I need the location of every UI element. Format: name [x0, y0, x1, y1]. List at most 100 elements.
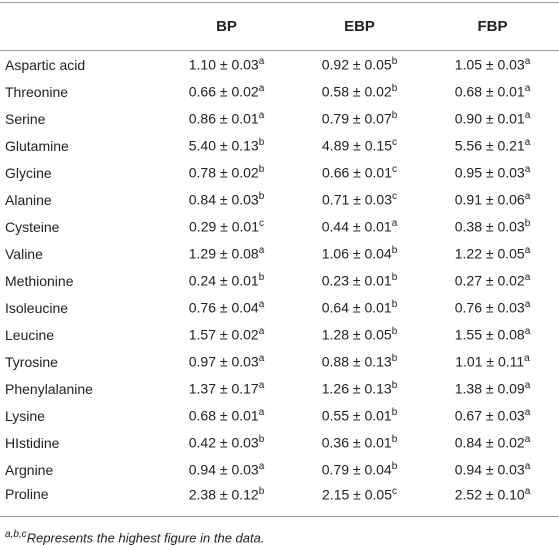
significance-letter: b	[391, 299, 398, 311]
value-cell: 0.86 ± 0.01a	[160, 105, 293, 132]
table-row: Tyrosine 0.97 ± 0.03a 0.88 ± 0.13b 1.01 ± 0…	[0, 348, 559, 375]
value-cell: 1.38 ± 0.09a	[426, 375, 559, 402]
value: 0.66 ± 0.01	[322, 164, 392, 181]
value: 0.91 ± 0.06	[454, 191, 525, 208]
value: 2.15 ± 0.05	[322, 486, 392, 503]
value: 0.64 ± 0.01	[321, 299, 392, 316]
value-cell: 0.78 ± 0.02b	[160, 159, 293, 186]
value: 0.88 ± 0.13	[321, 353, 392, 370]
value-cell: 0.55 ± 0.01b	[293, 402, 426, 429]
value: 0.29 ± 0.01	[189, 218, 259, 235]
value-cell: 0.79 ± 0.07b	[293, 105, 426, 132]
table-row: Alanine 0.84 ± 0.03b 0.71 ± 0.03c 0.91 ± 0.…	[0, 186, 559, 213]
value: 0.23 ± 0.01	[321, 272, 392, 289]
row-label: Lysine	[5, 407, 45, 424]
value: 2.52 ± 0.10	[454, 486, 525, 503]
significance-letter: a	[258, 326, 265, 338]
value-cell: 0.36 ± 0.01b	[293, 429, 426, 456]
value-cell: 1.28 ± 0.05b	[293, 321, 426, 348]
value-cell: 0.66 ± 0.01c	[293, 159, 426, 186]
value-cell: 1.26 ± 0.13b	[293, 375, 426, 402]
value-cell: 1.37 ± 0.17a	[160, 375, 293, 402]
value-cell: 1.29 ± 0.08a	[160, 240, 293, 267]
value: 1.26 ± 0.13	[321, 380, 392, 397]
value-cell: 2.15 ± 0.05c	[293, 483, 426, 517]
significance-letter: b	[391, 407, 398, 419]
significance-letter: a	[524, 83, 531, 95]
row-label: Proline	[0, 483, 160, 517]
value-cell: 0.68 ± 0.01a	[160, 402, 293, 429]
value: 1.22 ± 0.05	[454, 245, 525, 262]
row-label: Serine	[5, 110, 46, 127]
significance-letter: a	[524, 137, 531, 149]
value-cell: 1.55 ± 0.08a	[426, 321, 559, 348]
value: 0.67 ± 0.03	[454, 407, 525, 424]
value-cell: 0.94 ± 0.03a	[160, 456, 293, 483]
value-cell: 0.88 ± 0.13b	[293, 348, 426, 375]
table-row: Isoleucine 0.76 ± 0.04 a 0.64 ± 0.01b 0.76 ±…	[0, 294, 559, 321]
value-cell: 1.57 ± 0.02a	[160, 321, 293, 348]
significance-letter: a	[391, 218, 398, 230]
value: 0.27 ± 0.02	[454, 272, 525, 289]
significance-letter: b	[391, 245, 398, 257]
table-row: Argnine 0.94 ± 0.03a 0.79 ± 0.04b 0.94 ± 0.…	[0, 456, 559, 483]
significance-letter: c	[391, 486, 397, 497]
significance-letter: b	[391, 434, 398, 446]
value-cell: 2.38 ± 0.12b	[160, 483, 293, 517]
significance-letter: a	[258, 245, 265, 257]
significance-letter: b	[391, 110, 398, 122]
significance-letter: a	[524, 191, 531, 203]
value-cell: 4.89 ± 0.15c	[293, 132, 426, 159]
table-row: Cysteine 0.29 ± 0.01c 0.44 ± 0.01a 0.38 ± 0…	[0, 213, 559, 240]
value: 0.95 ± 0.03	[454, 164, 525, 181]
value-cell: 0.29 ± 0.01c	[160, 213, 293, 240]
row-label: Glycine	[5, 164, 52, 181]
table-row: Leucine 1.57 ± 0.02a 1.28 ± 0.05b 1.55 ± 0.…	[0, 321, 559, 348]
value: 0.78 ± 0.02	[188, 164, 259, 181]
value: 1.05 ± 0.03	[454, 56, 525, 73]
row-label: Tyrosine	[5, 353, 58, 370]
significance-letter: b	[391, 326, 398, 338]
value-cell: 0.94 ± 0.03a	[426, 456, 559, 483]
significance-letter: a	[524, 299, 531, 311]
value: 1.06 ± 0.04	[321, 245, 392, 262]
value: 0.76 ± 0.04	[188, 299, 259, 316]
value-cell: 0.84 ± 0.03b	[160, 186, 293, 213]
significance-letter: a	[524, 245, 531, 257]
table-row: HIstidine 0.42 ± 0.03b 0.36 ± 0.01b 0.84 ± …	[0, 429, 559, 456]
value-cell: 0.79 ± 0.04b	[293, 456, 426, 483]
value-cell: 0.38 ± 0.03b	[426, 213, 559, 240]
significance-letter: a	[524, 56, 531, 68]
value-cell: 1.06 ± 0.04b	[293, 240, 426, 267]
significance-letter: b	[391, 56, 398, 68]
value-cell: 0.27 ± 0.02a	[426, 267, 559, 294]
table-row: Threonine 0.66 ± 0.02a 0.58 ± 0.02b 0.68 ± …	[0, 78, 559, 105]
table-row: Glutamine 5.40 ± 0.13b 4.89 ± 0.15c 5.56 ± …	[0, 132, 559, 159]
header-row: BP EBP FBP	[0, 2, 559, 51]
value: 1.38 ± 0.09	[454, 380, 525, 397]
significance-letter: a	[258, 353, 265, 365]
row-label: Phenylalanine	[5, 380, 93, 397]
value: 0.66 ± 0.02	[188, 83, 259, 100]
significance-letter: b	[258, 137, 265, 149]
significance-letter: b	[258, 191, 265, 203]
value-cell: 0.23 ± 0.01b	[293, 267, 426, 294]
value: 0.97 ± 0.03	[188, 353, 259, 370]
value-cell: 0.84 ± 0.02a	[426, 429, 559, 456]
significance-letter: b	[391, 461, 398, 473]
table-row: Methionine 0.24 ± 0.01b 0.23 ± 0.01b 0.27 ±…	[0, 267, 559, 294]
row-label: Isoleucine	[5, 299, 69, 316]
table-row: Phenylalanine 1.37 ± 0.17a 1.26 ± 0.13b 1.3…	[0, 375, 559, 402]
value: 1.37 ± 0.17	[188, 380, 259, 397]
value: 0.76 ± 0.03	[454, 299, 525, 316]
significance-letter: c	[391, 164, 397, 176]
value: 0.68 ± 0.01	[454, 83, 525, 100]
table-row: Aspartic acid 1.10 ± 0.03a 0.92 ± 0.05b 1.0…	[0, 51, 559, 79]
row-label: Valine	[5, 245, 43, 262]
row-label: Argnine	[5, 461, 54, 478]
value: 1.01 ± 0.11	[455, 353, 525, 370]
footnote-text: Represents the highest figure in the dat…	[26, 530, 265, 545]
value: 0.58 ± 0.02	[321, 83, 392, 100]
significance-letter: a	[524, 380, 531, 392]
value-cell: 1.05 ± 0.03a	[426, 51, 559, 79]
